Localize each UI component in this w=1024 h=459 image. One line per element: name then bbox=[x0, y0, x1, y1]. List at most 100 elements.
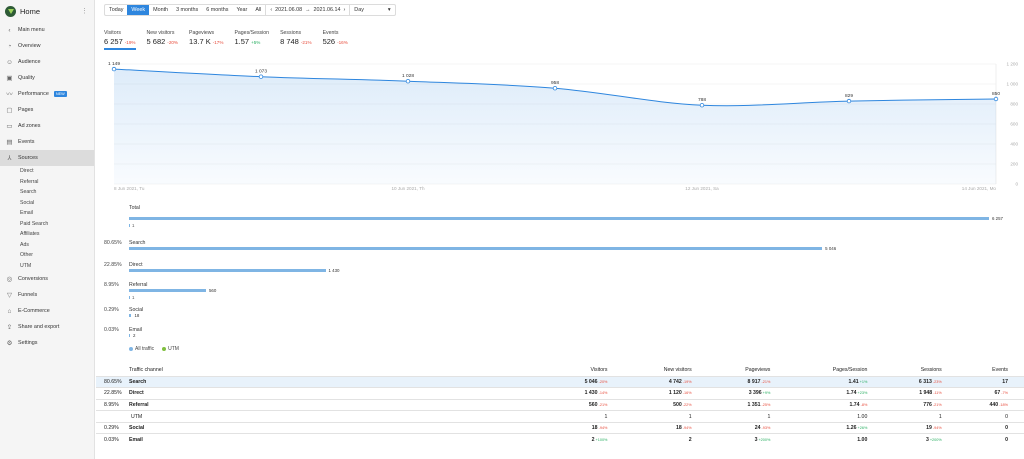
metric-events[interactable]: Events 526 -16% bbox=[323, 30, 348, 50]
cell-change: +200% bbox=[758, 438, 771, 443]
next-period-icon[interactable]: › bbox=[343, 7, 346, 13]
breakdown-pct: 0.29% bbox=[104, 307, 119, 313]
table-row[interactable]: 0.29% Social 18-94% 18-94% 24-93% 1.26+26% 19-… bbox=[96, 421, 1024, 434]
cell-value: 440 bbox=[989, 401, 999, 408]
data-point[interactable] bbox=[552, 86, 558, 91]
sidebar-item-label: Overview bbox=[18, 43, 41, 49]
column-header-visitors[interactable]: Visitors bbox=[590, 366, 608, 373]
period-year-button[interactable]: Year bbox=[236, 7, 248, 13]
sidebar-subitem-referral[interactable]: Referral bbox=[20, 178, 39, 185]
table-row[interactable]: 22.85% Direct 1 430-14% 1 120-16% 3 396+9% 1.… bbox=[96, 387, 1024, 400]
cell-value: 1.74 bbox=[846, 390, 857, 397]
sidebar-subitem-email[interactable]: Email bbox=[20, 210, 33, 217]
sidebar-item-share-and-export[interactable]: ⇪ Share and export bbox=[0, 319, 94, 335]
date-range[interactable]: ‹ 2021.06.08 → 2021.06.14 › bbox=[266, 7, 349, 13]
sidebar-subitem-search[interactable]: Search bbox=[20, 189, 37, 196]
table-row[interactable]: UTM 1 1 1 1.00 1 0 bbox=[96, 410, 1024, 423]
sidebar-item-events[interactable]: ▤ Events bbox=[0, 134, 94, 150]
bar-value: 6 257 bbox=[992, 216, 1003, 221]
sidebar-item-overview[interactable]: ◔ Overview bbox=[0, 38, 94, 54]
sidebar-subitem-ads[interactable]: Ads bbox=[20, 241, 29, 248]
channel-bar bbox=[129, 247, 823, 250]
main-menu-link[interactable]: ‹ Main menu bbox=[0, 22, 94, 38]
metric-pages-session[interactable]: Pages/Session 1.57 +5% bbox=[234, 30, 269, 50]
cell-value: 1 948 bbox=[919, 390, 933, 397]
bar-value: 18 bbox=[134, 313, 140, 318]
sidebar-subitem-social[interactable]: Social bbox=[20, 199, 35, 206]
metric-visitors[interactable]: Visitors 6 257 -19% bbox=[104, 30, 136, 50]
date-from: 2021.06.08 bbox=[275, 7, 303, 13]
column-header-traffic-channel[interactable]: Traffic channel bbox=[129, 366, 163, 373]
channel-bar bbox=[129, 269, 326, 272]
prev-period-icon[interactable]: ‹ bbox=[270, 7, 273, 13]
table-row[interactable]: 0.03% Email 2+100% 2 3+200% 1.00 3+200% 0 bbox=[96, 433, 1024, 446]
cell-change: +9% bbox=[762, 391, 771, 396]
legend-utm[interactable]: UTM bbox=[162, 346, 179, 352]
sidebar-item-e-commerce[interactable]: ⌂ E-Commerce bbox=[0, 303, 94, 319]
utm-value: 1 bbox=[132, 295, 135, 300]
sidebar-item-label: Quality bbox=[18, 75, 35, 81]
period-3-months-button[interactable]: 3 months bbox=[176, 7, 199, 13]
sidebar-item-label: Events bbox=[18, 139, 35, 145]
cell-value: 0 bbox=[1005, 425, 1008, 432]
cell-change: -16% bbox=[682, 391, 692, 396]
granularity-select[interactable]: Day ▾ bbox=[349, 5, 394, 15]
sidebar-item-sources[interactable]: ⅄ Sources bbox=[0, 150, 94, 166]
sidebar-item-quality[interactable]: ▣ Quality bbox=[0, 70, 94, 86]
metric-sessions[interactable]: Sessions 8 748 -21% bbox=[280, 30, 312, 50]
bar-value: 560 bbox=[208, 288, 217, 293]
column-header-pageviews[interactable]: Pageviews bbox=[745, 366, 771, 373]
sidebar-subitem-direct[interactable]: Direct bbox=[20, 168, 34, 175]
metric-new-visitors[interactable]: New visitors 5 682 -20% bbox=[147, 30, 179, 50]
sidebar-subitem-other[interactable]: Other bbox=[20, 252, 33, 259]
metric-change: -17% bbox=[212, 40, 224, 45]
utm-bar bbox=[129, 224, 130, 227]
period-6-months-button[interactable]: 6 months bbox=[206, 7, 229, 13]
table-row[interactable]: 80.65% Search 5 046-20% 4 742-19% 8 917-21% 1… bbox=[96, 375, 1024, 388]
period-month-button[interactable]: Month bbox=[153, 7, 169, 13]
data-point[interactable] bbox=[846, 98, 852, 104]
sidebar-item-conversions[interactable]: ◎ Conversions bbox=[0, 271, 94, 287]
sidebar-item-funnels[interactable]: ▽ Funnels bbox=[0, 287, 94, 303]
sidebar-item-audience[interactable]: ☺ Audience bbox=[0, 54, 94, 70]
period-all-button[interactable]: All bbox=[255, 7, 262, 13]
sidebar-subitem-affiliates[interactable]: Affiliates bbox=[20, 231, 40, 238]
cell-value: 19 bbox=[926, 425, 932, 432]
data-label: 1 149 bbox=[108, 61, 120, 67]
column-header-new-visitors[interactable]: New visitors bbox=[663, 366, 692, 373]
data-point[interactable] bbox=[699, 103, 705, 108]
cell-value: 2 bbox=[688, 437, 692, 444]
sidebar-subitem-paid-search[interactable]: Paid Search bbox=[20, 220, 49, 227]
breakdown-name: Email bbox=[129, 327, 142, 333]
data-point[interactable] bbox=[258, 74, 264, 79]
legend-all-traffic[interactable]: All traffic bbox=[129, 346, 154, 352]
table-row[interactable]: 8.95% Referral 560-21% 500-22% 1 351-25% 1.74… bbox=[96, 398, 1024, 411]
data-point[interactable] bbox=[405, 79, 411, 84]
cell-value: 1.74 bbox=[849, 401, 860, 408]
data-point[interactable] bbox=[111, 66, 117, 72]
sidebar-item-ad-zones[interactable]: ▭ Ad zones bbox=[0, 118, 94, 134]
table-cell: 3+200% bbox=[707, 433, 787, 446]
metric-pageviews[interactable]: Pageviews 13.7 K -17% bbox=[189, 30, 223, 50]
table-cell: 18-94% bbox=[623, 421, 708, 434]
cell-change: -22% bbox=[682, 402, 692, 407]
breakdown-pct: 8.95% bbox=[104, 282, 119, 288]
sidebar-item-settings[interactable]: ⚙ Settings bbox=[0, 335, 94, 351]
table-cell: 2+100% bbox=[549, 433, 624, 446]
period-week-button[interactable]: Week bbox=[127, 5, 150, 15]
more-icon[interactable]: ⋮ bbox=[81, 8, 88, 15]
sidebar-item-pages[interactable]: ▢ Pages bbox=[0, 102, 94, 118]
cell-value: 1.00 bbox=[857, 413, 868, 420]
cell-value: 560 bbox=[588, 401, 598, 408]
settings-icon: ⚙ bbox=[6, 339, 13, 347]
data-point[interactable] bbox=[993, 96, 999, 102]
breakdown-pct: 80.65% bbox=[104, 240, 122, 246]
table-cell: 1 430-14% bbox=[549, 387, 624, 400]
data-label: 1 028 bbox=[402, 73, 414, 79]
column-header-sessions[interactable]: Sessions bbox=[920, 366, 942, 373]
column-header-pages-session[interactable]: Pages/Session bbox=[832, 366, 868, 373]
sidebar-item-performance[interactable]: 〰 Performance NEW bbox=[0, 86, 94, 102]
period-today-button[interactable]: Today bbox=[109, 7, 124, 13]
sidebar-subitem-utm[interactable]: UTM bbox=[20, 262, 32, 269]
column-header-events[interactable]: Events bbox=[992, 366, 1008, 373]
